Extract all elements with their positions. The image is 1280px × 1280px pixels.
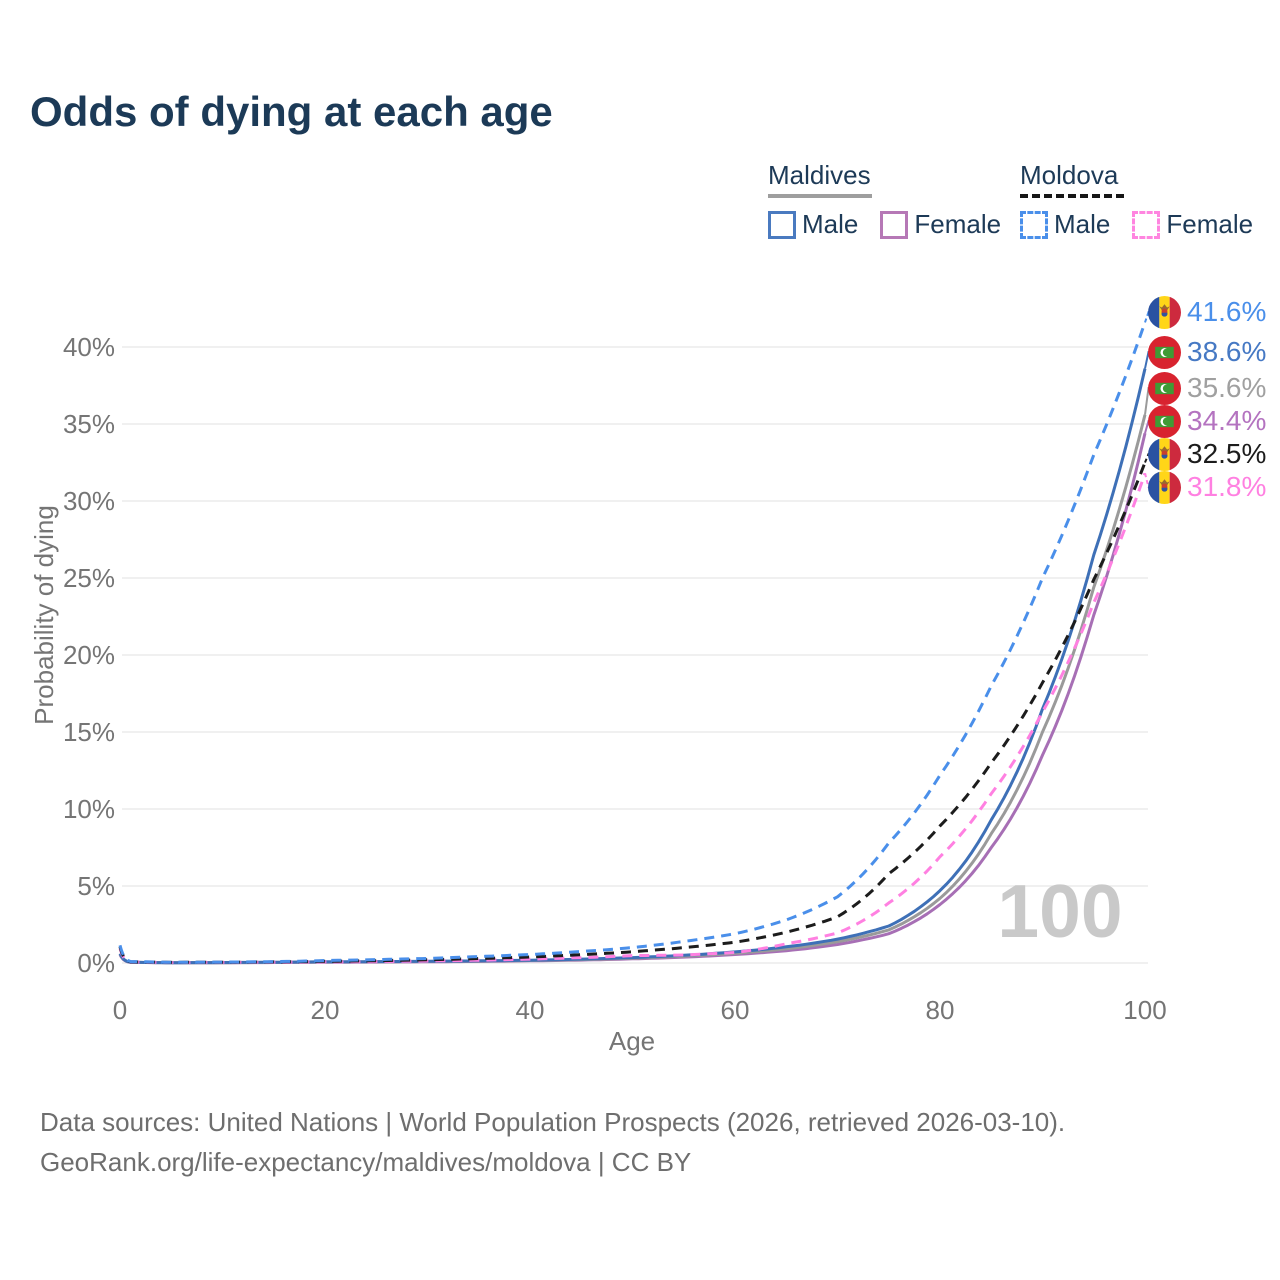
page-title: Odds of dying at each age [30, 88, 553, 135]
end-label-maldives-both[interactable]: 35.6% [1148, 371, 1266, 405]
series-end-value: 38.6% [1187, 336, 1267, 367]
series-line-moldova-female[interactable] [118, 472, 1147, 964]
x-tick-80: 80 [925, 995, 955, 1025]
y-tick-25: 25% [62, 563, 115, 593]
end-label-moldova-female[interactable]: 31.8% [1148, 470, 1266, 504]
legend-group-maldives: Maldives Male Female [768, 160, 1023, 240]
series-line-moldova-male[interactable] [118, 321, 1147, 964]
legend-swatch-moldova-male[interactable] [1020, 210, 1048, 239]
y-tick-30: 30% [62, 486, 115, 516]
legend-country-maldives[interactable]: Maldives [768, 160, 871, 190]
legend-item-maldives-female[interactable]: Female [914, 209, 1002, 239]
maldives-flag-icon [1148, 404, 1181, 438]
moldova-line-style-sample [1020, 194, 1124, 198]
legend-country-moldova[interactable]: Moldova [1020, 160, 1119, 190]
series-end-value: 35.6% [1187, 372, 1267, 403]
y-tick-0: 0% [77, 948, 115, 978]
legend-swatch-moldova-female[interactable] [1132, 210, 1161, 239]
x-tick-20: 20 [310, 995, 340, 1025]
x-tick-40: 40 [515, 995, 545, 1025]
attribution-note: GeoRank.org/life-expectancy/maldives/mol… [40, 1147, 692, 1177]
legend-group-moldova: Moldova Male Female [1020, 160, 1275, 240]
y-tick-20: 20% [62, 640, 115, 670]
end-label-moldova-both[interactable]: 32.5% [1148, 437, 1266, 471]
y-tick-10: 10% [62, 794, 115, 824]
data-sources-note: Data sources: United Nations | World Pop… [40, 1107, 1066, 1137]
series-end-value: 32.5% [1187, 438, 1267, 469]
y-tick-35: 35% [62, 409, 115, 439]
legend-item-moldova-male[interactable]: Male [1054, 209, 1111, 239]
moldova-flag-icon [1148, 470, 1181, 504]
y-tick-15: 15% [62, 717, 115, 747]
x-tick-60: 60 [720, 995, 750, 1025]
legend-swatch-maldives-female[interactable] [880, 210, 909, 239]
x-axis-title: Age [608, 1026, 656, 1056]
legend-item-moldova-female[interactable]: Female [1166, 209, 1254, 239]
series-end-value: 31.8% [1187, 471, 1267, 502]
maldives-flag-icon [1148, 371, 1181, 405]
moldova-flag-icon [1148, 437, 1181, 471]
maldives-line-style-sample [768, 194, 872, 198]
series-end-value: 41.6% [1187, 296, 1267, 327]
maldives-flag-icon [1148, 335, 1181, 369]
x-tick-0: 0 [112, 995, 128, 1025]
moldova-flag-icon [1148, 295, 1181, 329]
legend-item-maldives-male[interactable]: Male [802, 209, 859, 239]
end-label-moldova-male[interactable]: 41.6% [1148, 295, 1266, 329]
end-label-maldives-female[interactable]: 34.4% [1148, 404, 1266, 438]
y-tick-5: 5% [77, 871, 115, 901]
series-end-value: 34.4% [1187, 405, 1267, 436]
y-tick-40: 40% [62, 332, 115, 362]
age-hover-watermark: 100 [997, 869, 1123, 953]
end-label-maldives-male[interactable]: 38.6% [1148, 335, 1266, 369]
x-tick-100: 100 [1123, 995, 1167, 1025]
legend-swatch-maldives-male[interactable] [768, 210, 796, 239]
